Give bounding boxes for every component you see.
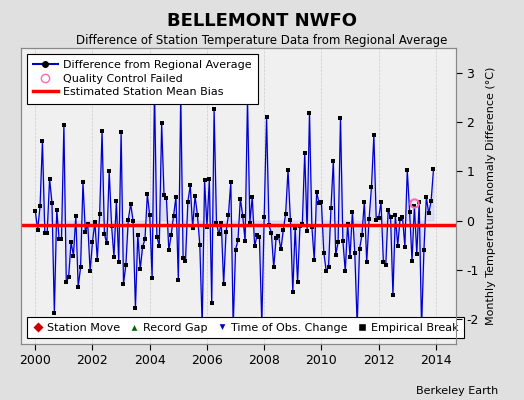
Y-axis label: Monthly Temperature Anomaly Difference (°C): Monthly Temperature Anomaly Difference (… [486, 67, 496, 325]
Text: Difference of Station Temperature Data from Regional Average: Difference of Station Temperature Data f… [77, 34, 447, 47]
Text: Berkeley Earth: Berkeley Earth [416, 386, 498, 396]
Text: BELLEMONT NWFO: BELLEMONT NWFO [167, 12, 357, 30]
Legend: Station Move, Record Gap, Time of Obs. Change, Empirical Break: Station Move, Record Gap, Time of Obs. C… [27, 317, 464, 338]
